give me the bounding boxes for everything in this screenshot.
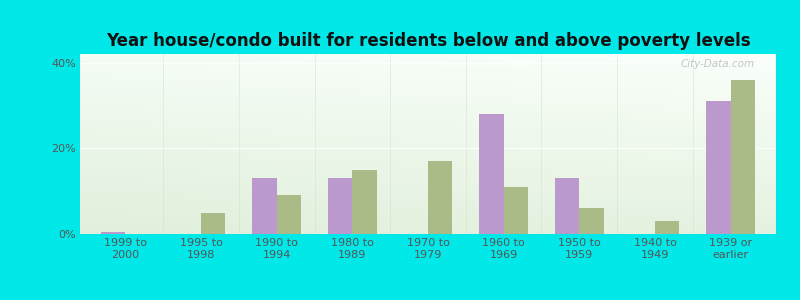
- Bar: [328, 178, 352, 234]
- Bar: [101, 232, 126, 234]
- Bar: [277, 195, 301, 234]
- Bar: [352, 170, 377, 234]
- Bar: [428, 161, 452, 234]
- Bar: [730, 80, 755, 234]
- Title: Year house/condo built for residents below and above poverty levels: Year house/condo built for residents bel…: [106, 32, 750, 50]
- Bar: [555, 178, 579, 234]
- Bar: [201, 213, 226, 234]
- Bar: [706, 101, 730, 234]
- Bar: [655, 221, 679, 234]
- Bar: [253, 178, 277, 234]
- Bar: [579, 208, 603, 234]
- Text: City-Data.com: City-Data.com: [681, 59, 755, 69]
- Bar: [504, 187, 528, 234]
- Bar: [479, 114, 504, 234]
